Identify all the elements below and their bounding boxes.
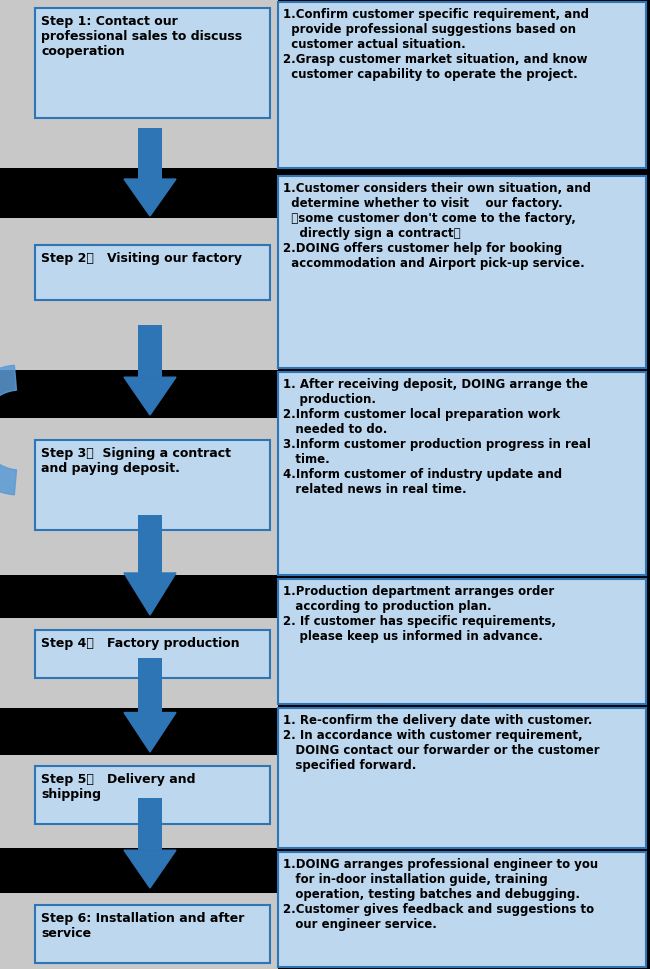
Polygon shape	[124, 850, 176, 888]
Text: Step 2：   Visiting our factory: Step 2： Visiting our factory	[41, 252, 242, 265]
Text: Step 6: Installation and after
service: Step 6: Installation and after service	[41, 912, 244, 940]
Bar	[138, 325, 162, 377]
Bar	[138, 515, 162, 573]
Text: Step 5：   Delivery and
shipping: Step 5： Delivery and shipping	[41, 773, 196, 801]
Text: Step 3：  Signing a contract
and paying deposit.: Step 3： Signing a contract and paying de…	[41, 447, 231, 475]
Bar	[35, 766, 270, 824]
Bar	[278, 2, 646, 168]
Polygon shape	[124, 712, 176, 752]
Bar	[35, 245, 270, 300]
Bar	[0, 418, 278, 575]
Text: 1.Production department arranges order
   according to production plan.
2. If cu: 1.Production department arranges order a…	[283, 585, 556, 643]
Bar	[0, 218, 278, 370]
Bar	[0, 755, 278, 848]
Text: 1.Customer considers their own situation, and
  determine whether to visit    ou: 1.Customer considers their own situation…	[283, 182, 591, 270]
Bar	[138, 658, 162, 712]
Bar	[278, 708, 646, 848]
Bar	[138, 798, 162, 850]
Bar	[0, 893, 278, 969]
Bar	[0, 0, 278, 168]
Bar	[35, 630, 270, 678]
Text: Step 4：   Factory production: Step 4： Factory production	[41, 637, 240, 650]
Bar	[35, 905, 270, 963]
Bar	[278, 579, 646, 704]
Bar	[278, 176, 646, 368]
Bar	[278, 372, 646, 575]
Polygon shape	[0, 365, 16, 495]
Polygon shape	[124, 573, 176, 615]
Text: 1. Re-confirm the delivery date with customer.
2. In accordance with customer re: 1. Re-confirm the delivery date with cus…	[283, 714, 599, 772]
Text: 1.DOING arranges professional engineer to you
   for in-door installation guide,: 1.DOING arranges professional engineer t…	[283, 858, 598, 931]
Text: 1.Confirm customer specific requirement, and
  provide professional suggestions : 1.Confirm customer specific requirement,…	[283, 8, 589, 81]
Bar	[0, 618, 278, 708]
Bar	[35, 8, 270, 118]
Text: Step 1: Contact our
professional sales to discuss
cooperation: Step 1: Contact our professional sales t…	[41, 15, 242, 58]
Bar	[138, 128, 162, 179]
Polygon shape	[124, 179, 176, 216]
Bar	[278, 852, 646, 967]
Bar	[35, 440, 270, 530]
Text: 1. After receiving deposit, DOING arrange the
    production.
2.Inform customer : 1. After receiving deposit, DOING arrang…	[283, 378, 591, 496]
Polygon shape	[124, 377, 176, 415]
